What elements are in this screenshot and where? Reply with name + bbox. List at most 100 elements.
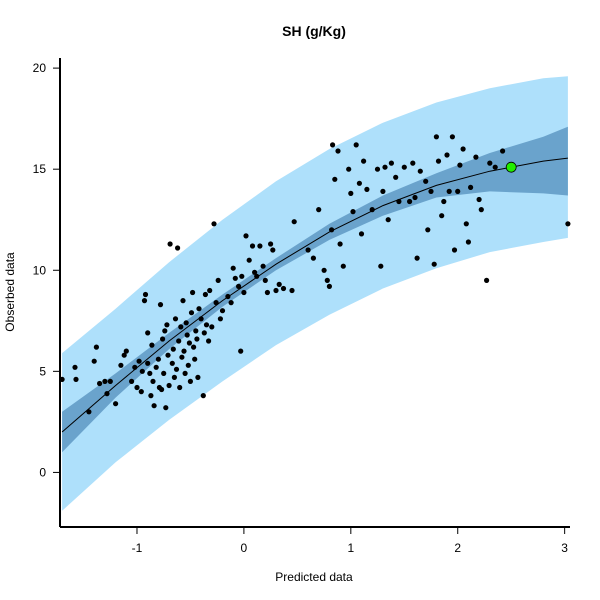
data-point: [460, 146, 466, 152]
x-axis-label: Predicted data: [275, 570, 353, 584]
data-point: [439, 213, 445, 219]
data-point: [364, 186, 370, 192]
data-point: [410, 160, 416, 166]
data-point: [487, 160, 493, 166]
data-point: [145, 330, 151, 336]
data-point: [134, 384, 140, 391]
data-point: [86, 409, 92, 415]
data-point: [129, 378, 135, 384]
data-point: [335, 148, 341, 154]
data-point: [264, 289, 270, 296]
data-point: [346, 166, 352, 172]
data-point: [455, 188, 461, 194]
data-point: [183, 320, 189, 326]
x-tick-label: 0: [241, 541, 248, 555]
data-point: [356, 180, 362, 186]
data-point: [190, 289, 196, 296]
y-axis-label: Obserbed data: [3, 252, 17, 332]
data-point: [435, 158, 442, 164]
data-point: [142, 291, 149, 298]
data-point: [468, 184, 474, 190]
data-point: [414, 255, 420, 261]
highlight-point: [505, 161, 517, 173]
x-tick-label: 3: [561, 541, 568, 555]
data-point: [463, 221, 469, 227]
data-point: [243, 233, 249, 239]
data-point: [330, 142, 336, 148]
data-point: [196, 306, 202, 312]
x-tick-label: 1: [347, 541, 354, 555]
data-point: [170, 346, 176, 352]
data-point: [136, 358, 142, 364]
data-point: [230, 265, 236, 271]
data-point: [209, 324, 215, 330]
data-point: [433, 134, 439, 140]
data-point: [382, 164, 388, 170]
data-point: [401, 164, 407, 170]
data-point: [254, 273, 260, 279]
data-point: [241, 289, 247, 296]
data-point: [207, 287, 213, 294]
data-point: [186, 340, 192, 346]
data-point: [150, 378, 156, 384]
data-point: [107, 378, 113, 384]
data-point: [428, 188, 434, 194]
data-point: [206, 338, 212, 344]
data-point: [97, 380, 103, 387]
data-point: [180, 298, 186, 304]
data-point: [350, 209, 356, 215]
data-point: [185, 362, 191, 368]
data-point: [167, 241, 173, 247]
data-point: [123, 348, 129, 354]
data-point: [332, 176, 338, 182]
data-point: [219, 308, 226, 314]
data-point: [169, 360, 175, 366]
data-point: [385, 217, 391, 223]
y-tick-label: 5: [39, 364, 46, 378]
data-point: [228, 300, 234, 306]
data-point: [211, 221, 217, 227]
data-point: [280, 285, 287, 292]
data-point: [310, 255, 316, 261]
data-point: [147, 370, 153, 376]
data-point: [249, 243, 256, 249]
data-point: [93, 344, 99, 350]
data-point: [179, 354, 185, 360]
data-point: [200, 393, 206, 399]
data-point: [153, 364, 159, 370]
data-point: [198, 316, 204, 322]
data-point: [225, 293, 231, 300]
data-point: [369, 207, 375, 213]
data-point: [188, 310, 195, 316]
confidence-band: [62, 126, 568, 453]
data-point: [121, 352, 127, 358]
data-point: [252, 269, 258, 275]
data-point: [184, 332, 190, 338]
data-point: [500, 148, 506, 154]
data-point: [176, 338, 182, 344]
data-point: [451, 247, 458, 253]
data-point: [171, 374, 177, 380]
data-point: [194, 336, 200, 342]
data-point: [478, 207, 484, 213]
data-point: [289, 287, 295, 294]
data-point: [374, 166, 381, 172]
data-point: [177, 384, 183, 391]
data-point: [159, 386, 165, 393]
data-point: [465, 239, 471, 245]
data-point: [380, 188, 386, 194]
y-tick-label: 20: [33, 61, 47, 75]
data-point: [178, 324, 184, 330]
y-tick-label: 15: [33, 162, 47, 176]
prediction-band: [62, 76, 568, 511]
data-point: [378, 263, 384, 269]
data-point: [239, 273, 245, 279]
data-point: [476, 196, 482, 203]
data-point: [217, 316, 223, 322]
data-point: [201, 330, 207, 336]
data-point: [161, 370, 167, 376]
data-point: [473, 154, 479, 160]
data-point: [291, 219, 297, 225]
data-point: [396, 198, 402, 205]
bands-group: [62, 76, 568, 511]
